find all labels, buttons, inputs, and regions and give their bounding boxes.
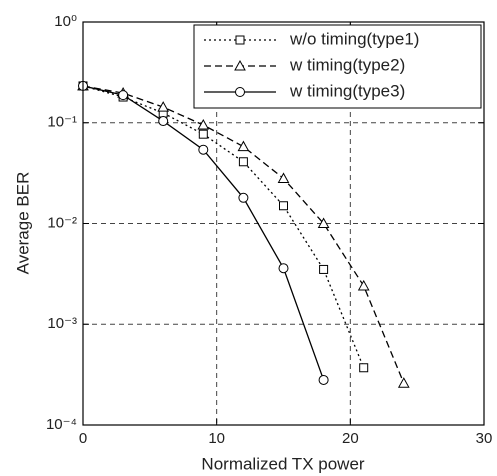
legend-marker	[235, 87, 245, 97]
marker	[359, 363, 369, 373]
legend-label: w timing(type3)	[289, 81, 405, 100]
marker	[118, 90, 129, 101]
y-tick-label: 10⁻¹	[47, 114, 77, 131]
x-tick-label: 0	[79, 430, 87, 447]
y-tick-label: 10⁻³	[47, 315, 77, 332]
marker	[319, 264, 329, 274]
x-tick-label: 30	[476, 430, 493, 447]
legend-label: w timing(type2)	[289, 55, 405, 74]
marker	[197, 118, 210, 130]
marker	[198, 144, 209, 155]
marker	[277, 172, 290, 183]
plot-area	[83, 85, 405, 384]
marker	[158, 116, 169, 127]
marker	[198, 129, 208, 139]
x-axis-title: Normalized TX power	[201, 454, 364, 473]
x-tick-label: 20	[342, 430, 359, 447]
marker	[357, 279, 370, 291]
marker	[278, 263, 289, 274]
y-tick-label: 10⁻²	[47, 214, 77, 231]
y-tick-label: 10⁰	[54, 13, 77, 30]
marker	[397, 377, 410, 388]
marker	[317, 217, 330, 228]
legend-marker	[235, 35, 245, 45]
marker	[157, 101, 170, 112]
series-line	[83, 85, 405, 384]
marker	[238, 192, 249, 203]
series-line	[83, 85, 365, 368]
marker	[238, 157, 248, 167]
y-axis-title: Average BER	[13, 172, 32, 275]
legend-label: w/o timing(type1)	[289, 29, 419, 48]
plot-frame	[82, 21, 485, 426]
x-tick-label: 10	[208, 430, 225, 447]
legend-marker	[234, 59, 246, 71]
marker	[279, 201, 288, 211]
marker	[237, 140, 250, 152]
y-tick-label: 10⁻⁴	[46, 416, 77, 433]
marker	[318, 374, 329, 385]
